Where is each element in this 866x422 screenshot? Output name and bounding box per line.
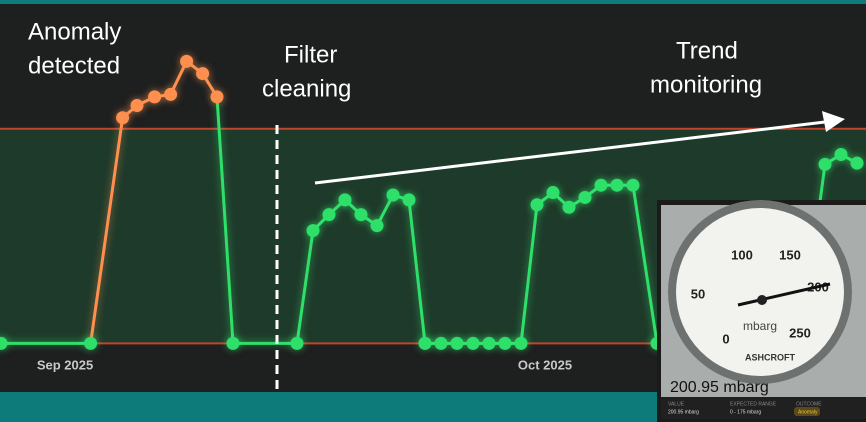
gauge-number: 50 <box>691 286 705 301</box>
point <box>291 337 304 350</box>
point <box>355 208 368 221</box>
point <box>531 198 544 211</box>
point <box>196 67 209 80</box>
point <box>227 337 240 350</box>
gauge-number: 0 <box>722 331 729 346</box>
point <box>611 179 624 192</box>
point <box>563 201 576 214</box>
point <box>851 157 864 170</box>
point <box>180 55 193 68</box>
point <box>819 158 832 171</box>
point <box>339 193 352 206</box>
gauge-number: 250 <box>789 325 811 340</box>
field-value: 200.95 mbarg <box>668 409 699 415</box>
annotation: monitoring <box>650 71 762 98</box>
reading: 200.95 mbarg <box>670 379 769 396</box>
annotation: detected <box>28 52 120 79</box>
point <box>116 111 129 124</box>
point <box>835 148 848 161</box>
point <box>435 337 448 350</box>
point <box>131 99 144 112</box>
point <box>499 337 512 350</box>
point <box>307 224 320 237</box>
point <box>387 189 400 202</box>
point <box>164 88 177 101</box>
gauge-unit: mbarg <box>743 319 777 333</box>
page: {"chart_data": {"type": "line", "annotat… <box>0 0 866 422</box>
x-tick-label: Sep 2025 <box>37 357 93 372</box>
annotation: Trend <box>676 37 738 64</box>
point <box>547 186 560 199</box>
gauge-brand: ASHCROFT <box>745 352 795 362</box>
point <box>595 179 608 192</box>
point <box>579 191 592 204</box>
field-label: EXPECTED RANGE <box>730 401 777 407</box>
field-label: OUTCOME <box>796 401 822 407</box>
point <box>371 219 384 232</box>
point <box>211 90 224 103</box>
annotation: Anomaly <box>28 18 121 45</box>
inset: 0 50 100 150 200 250 mbarg ASHCROFT 200.… <box>657 200 866 422</box>
gauge-number: 100 <box>731 247 753 262</box>
annotation: Filter <box>284 41 337 68</box>
field-value: 0 - 175 mbarg <box>730 409 761 415</box>
point <box>148 90 161 103</box>
x-tick-label: Oct 2025 <box>518 357 572 372</box>
point <box>627 179 640 192</box>
chart: Sep 2025 Oct 2025 Anomaly detected Filter… <box>0 0 866 422</box>
field-label: VALUE <box>668 401 685 407</box>
point <box>323 208 336 221</box>
annotation: cleaning <box>262 75 351 102</box>
point <box>84 337 97 350</box>
point <box>451 337 464 350</box>
point <box>483 337 496 350</box>
inset-footer <box>661 397 866 419</box>
gauge-number: 150 <box>779 247 801 262</box>
gauge-hub <box>757 295 767 305</box>
field-value: Anomaly <box>798 409 818 415</box>
point <box>419 337 432 350</box>
point <box>467 337 480 350</box>
point <box>403 193 416 206</box>
point <box>515 337 528 350</box>
